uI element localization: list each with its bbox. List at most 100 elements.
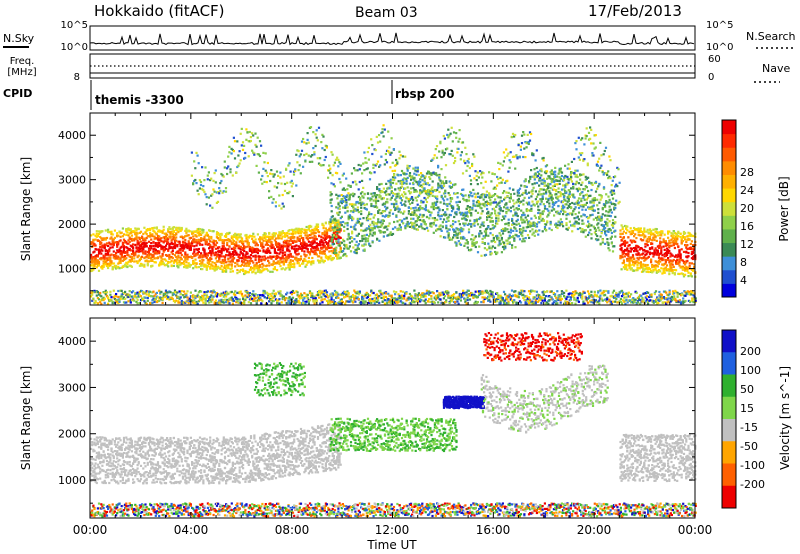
data-cell — [689, 272, 692, 275]
data-cell — [109, 264, 112, 267]
data-cell — [373, 227, 376, 230]
data-cell — [474, 235, 477, 238]
data-cell — [563, 176, 566, 179]
data-cell — [573, 217, 576, 220]
data-cell — [196, 231, 199, 234]
data-cell — [574, 213, 577, 216]
data-cell — [550, 228, 553, 232]
data-cell — [478, 234, 481, 237]
data-cell — [265, 242, 268, 245]
data-cell — [336, 233, 339, 236]
data-cell — [599, 235, 602, 238]
data-cell — [116, 232, 119, 235]
data-cell — [370, 202, 373, 206]
data-cell — [523, 220, 526, 223]
data-cell — [273, 268, 276, 271]
data-cell — [445, 213, 448, 216]
data-cell — [312, 260, 315, 263]
data-cell — [210, 237, 213, 240]
data-cell — [499, 207, 502, 210]
data-cell — [104, 244, 107, 247]
data-cell — [107, 266, 110, 270]
data-cell — [363, 234, 366, 237]
data-cell — [335, 219, 338, 222]
data-cell — [486, 218, 489, 221]
data-cell — [303, 253, 306, 256]
data-cell — [601, 238, 604, 241]
nave-tick-bottom: 0 — [708, 72, 714, 83]
data-cell — [366, 197, 370, 200]
data-cell — [304, 234, 307, 237]
data-cell — [288, 268, 291, 271]
data-cell — [221, 268, 224, 271]
data-cell — [156, 237, 160, 240]
data-cell — [281, 251, 284, 254]
data-cell — [406, 225, 409, 228]
data-cell — [642, 252, 645, 255]
data-cell — [215, 255, 219, 258]
data-cell — [100, 237, 103, 240]
data-cell — [657, 256, 661, 259]
data-cell — [670, 253, 673, 256]
data-cell — [462, 222, 465, 225]
data-cell — [667, 232, 670, 235]
data-cell — [244, 240, 247, 243]
data-cell — [338, 251, 341, 254]
data-cell — [108, 262, 111, 266]
data-cell — [498, 205, 501, 208]
data-cell — [204, 243, 207, 246]
data-cell — [373, 194, 376, 197]
data-cell — [161, 253, 164, 256]
data-cell — [268, 261, 271, 264]
data-cell — [627, 236, 630, 239]
data-cell — [521, 221, 524, 224]
data-cell — [229, 270, 232, 273]
data-cell — [132, 243, 135, 246]
data-cell — [357, 243, 360, 246]
data-cell — [671, 241, 674, 244]
data-cell — [183, 255, 186, 258]
data-cell — [505, 212, 508, 215]
data-cell — [385, 193, 388, 196]
data-cell — [144, 250, 147, 253]
data-cell — [637, 231, 640, 234]
data-cell — [604, 227, 607, 230]
data-cell — [297, 252, 300, 255]
data-cell — [507, 224, 510, 227]
data-cell — [255, 261, 258, 264]
data-cell — [391, 194, 395, 197]
data-cell — [557, 199, 560, 202]
data-cell — [498, 212, 501, 215]
data-cell — [372, 221, 375, 224]
data-cell — [457, 240, 460, 243]
data-cell — [644, 235, 647, 238]
data-cell — [334, 218, 337, 221]
data-cell — [526, 234, 530, 237]
data-cell — [171, 252, 174, 256]
data-cell — [449, 200, 452, 203]
data-cell — [490, 240, 493, 243]
data-cell — [156, 238, 160, 241]
data-cell — [453, 215, 456, 219]
data-cell — [291, 236, 295, 239]
data-cell — [383, 191, 387, 194]
data-cell — [244, 246, 247, 249]
data-cell — [504, 227, 507, 230]
data-cell — [345, 245, 348, 249]
data-cell — [685, 246, 688, 249]
data-cell — [185, 227, 188, 230]
data-cell — [387, 193, 390, 196]
data-cell — [663, 271, 666, 274]
data-cell — [285, 267, 288, 270]
data-cell — [592, 204, 595, 207]
data-cell — [104, 263, 107, 266]
data-cell — [662, 264, 665, 267]
data-cell — [634, 248, 637, 251]
data-cell — [180, 262, 183, 265]
data-cell — [671, 236, 674, 239]
data-cell — [201, 258, 204, 261]
data-cell — [430, 225, 433, 228]
data-cell — [413, 227, 416, 230]
data-cell — [463, 217, 466, 220]
data-cell — [222, 245, 225, 248]
